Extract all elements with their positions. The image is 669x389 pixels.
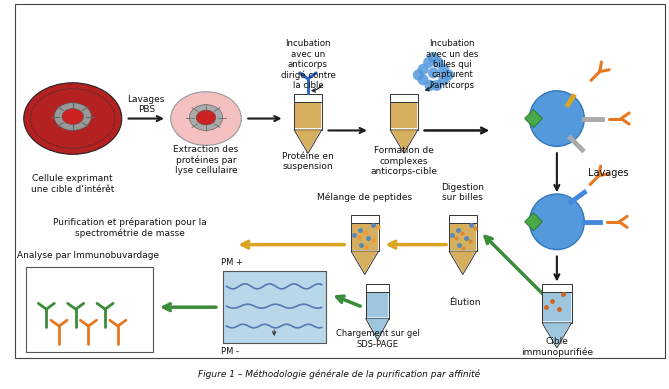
FancyBboxPatch shape <box>294 102 322 130</box>
Circle shape <box>417 74 429 85</box>
Circle shape <box>443 69 454 81</box>
Circle shape <box>438 64 449 75</box>
FancyBboxPatch shape <box>390 102 417 130</box>
FancyBboxPatch shape <box>390 94 417 102</box>
Text: Incubation
avec un des
billes qui
capturent
l’anticorps: Incubation avec un des billes qui captur… <box>426 39 478 90</box>
Ellipse shape <box>189 105 223 130</box>
Circle shape <box>428 52 439 63</box>
FancyBboxPatch shape <box>294 94 322 102</box>
Text: Extraction des
protéines par
lyse cellulaire: Extraction des protéines par lyse cellul… <box>173 145 239 175</box>
Polygon shape <box>295 130 320 152</box>
Text: Cellule exprimant
une cible d’intérêt: Cellule exprimant une cible d’intérêt <box>31 174 114 194</box>
Polygon shape <box>294 130 322 153</box>
Text: Lavages
PBS: Lavages PBS <box>128 95 165 114</box>
Polygon shape <box>366 319 389 340</box>
Circle shape <box>438 74 449 85</box>
FancyBboxPatch shape <box>366 284 389 292</box>
FancyBboxPatch shape <box>543 293 571 321</box>
FancyBboxPatch shape <box>223 272 326 343</box>
Polygon shape <box>524 110 543 128</box>
Circle shape <box>417 64 429 75</box>
Circle shape <box>413 69 423 81</box>
Polygon shape <box>352 251 377 273</box>
FancyBboxPatch shape <box>449 215 476 223</box>
Text: Incubation
avec un
anticorps
dirigé contre
la cible: Incubation avec un anticorps dirigé cont… <box>280 39 335 90</box>
FancyBboxPatch shape <box>449 223 476 251</box>
Circle shape <box>529 194 584 250</box>
Text: Élution: Élution <box>449 298 480 307</box>
Polygon shape <box>351 251 379 274</box>
FancyBboxPatch shape <box>450 224 476 250</box>
FancyBboxPatch shape <box>366 292 389 319</box>
Polygon shape <box>391 130 417 152</box>
Circle shape <box>423 57 434 68</box>
Ellipse shape <box>54 103 92 130</box>
FancyBboxPatch shape <box>25 268 153 352</box>
FancyBboxPatch shape <box>351 215 379 223</box>
FancyBboxPatch shape <box>542 284 571 292</box>
Circle shape <box>432 80 442 91</box>
FancyBboxPatch shape <box>542 292 571 323</box>
Text: Figure 1 – Méthodologie générale de la purification par affinité: Figure 1 – Méthodologie générale de la p… <box>198 370 480 379</box>
Text: PM -: PM - <box>221 347 239 356</box>
Text: Analyse par Immunobuvardage: Analyse par Immunobuvardage <box>17 251 159 259</box>
Polygon shape <box>450 251 476 273</box>
Polygon shape <box>542 323 571 348</box>
FancyBboxPatch shape <box>15 4 665 358</box>
Text: Digestion
sur billes: Digestion sur billes <box>442 182 484 202</box>
Text: Formation de
complexes
anticorps-cible: Formation de complexes anticorps-cible <box>371 146 438 176</box>
Ellipse shape <box>171 92 242 145</box>
Ellipse shape <box>196 110 216 125</box>
Text: Protéine en
suspension: Protéine en suspension <box>282 152 334 171</box>
Text: Purification et préparation pour la
spectrométrie de masse: Purification et préparation pour la spec… <box>53 217 207 238</box>
Polygon shape <box>543 323 571 346</box>
Text: Cible
immunopurifiée: Cible immunopurifiée <box>520 337 593 357</box>
FancyBboxPatch shape <box>391 103 417 128</box>
Polygon shape <box>367 319 388 338</box>
Text: Chargement sur gel
SDS-PAGE: Chargement sur gel SDS-PAGE <box>336 329 419 349</box>
Circle shape <box>428 67 439 79</box>
FancyBboxPatch shape <box>367 293 388 317</box>
Circle shape <box>529 91 584 146</box>
Ellipse shape <box>24 83 122 154</box>
Ellipse shape <box>62 109 84 124</box>
Circle shape <box>424 80 436 91</box>
Text: Lavages: Lavages <box>588 168 629 178</box>
Polygon shape <box>524 213 543 231</box>
Text: PM +: PM + <box>221 258 243 268</box>
Polygon shape <box>449 251 476 274</box>
FancyBboxPatch shape <box>352 224 377 250</box>
FancyBboxPatch shape <box>295 103 320 128</box>
Circle shape <box>433 57 444 68</box>
Text: Mélange de peptides: Mélange de peptides <box>317 193 412 202</box>
Polygon shape <box>390 130 417 153</box>
FancyBboxPatch shape <box>351 223 379 251</box>
